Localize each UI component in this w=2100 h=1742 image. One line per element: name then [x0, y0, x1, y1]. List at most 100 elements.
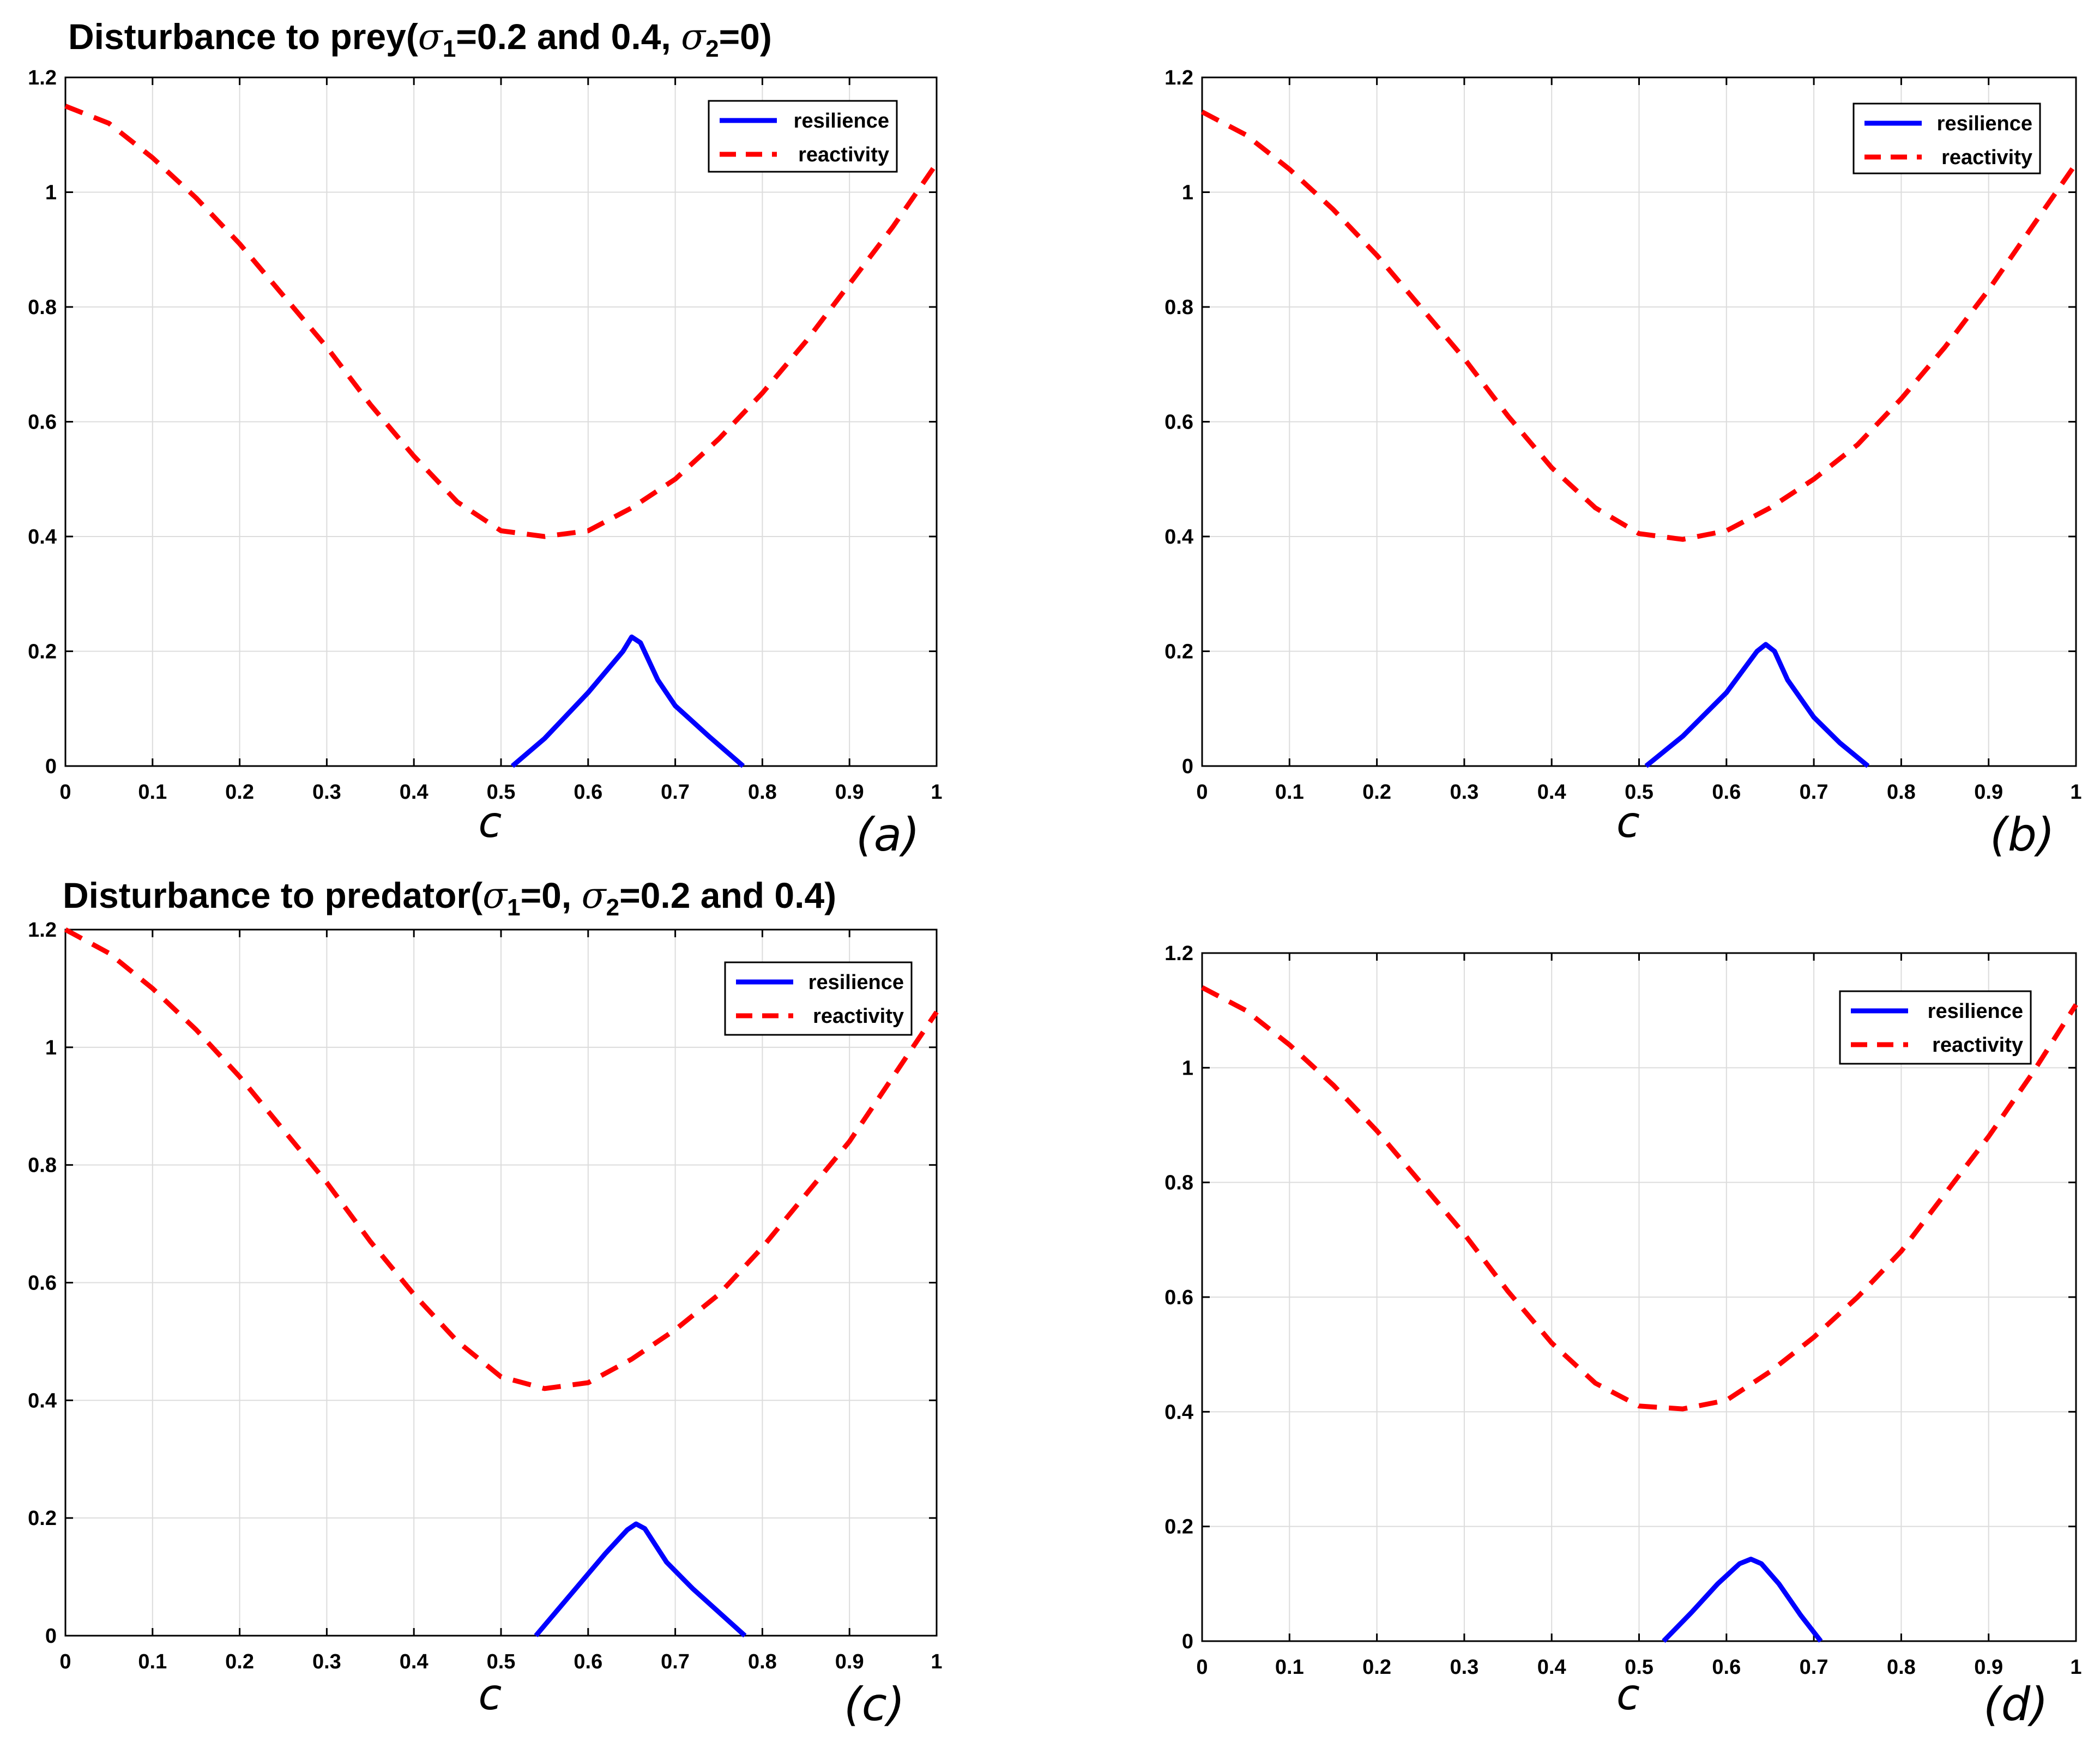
x-tick-label: 1 [931, 1650, 942, 1673]
legend-box [724, 961, 913, 1036]
x-tick-label: 0.9 [835, 1650, 864, 1673]
x-tick-label: 0.9 [1974, 1656, 2003, 1679]
x-tick-label: 0.3 [312, 781, 341, 804]
legend-box [708, 100, 898, 173]
x-tick-label: 0.2 [1362, 781, 1391, 804]
x-tick-label: 0 [59, 781, 71, 804]
x-tick-label: 0.4 [1537, 781, 1566, 804]
x-tick-label: 0.8 [1887, 781, 1916, 804]
series-reactivity-line [1200, 110, 2078, 542]
chart-panel-4: 0 0.1 0.2 0.3 0.4 0.5 0.6 0.7 0.8 0.9 1 0 0.2 0.4 0.6 0… [1164, 942, 2081, 1731]
y-tick-label: 0.2 [28, 641, 57, 664]
series-resilience-line [1662, 1557, 1823, 1643]
y-tick-label: 0.6 [28, 1272, 57, 1295]
x-tick-label: 1 [931, 781, 942, 804]
x-tick-label: 0.1 [1275, 1656, 1304, 1679]
x-tick-label: 0.6 [574, 781, 602, 804]
series-resilience-line [1644, 642, 1870, 768]
y-tick-label: 0.4 [28, 526, 57, 548]
series-resilience-line [534, 1521, 747, 1638]
legend-box [1852, 103, 2041, 174]
legend-resilience-label: resilience [1937, 112, 2032, 135]
x-axis-label: c [479, 798, 502, 847]
y-tick-label: 0.2 [28, 1507, 57, 1530]
x-tick-label: 0.6 [574, 1650, 602, 1673]
y-tick-label: 0.8 [28, 1154, 57, 1177]
x-tick-label: 0.7 [661, 781, 690, 804]
y-tick-label: 1 [45, 182, 57, 204]
y-tick-label: 0.6 [1164, 411, 1193, 434]
chart-panel-2: 0 0.1 0.2 0.3 0.4 0.5 0.6 0.7 0.8 0.9 1 0 0.2 0.4 0.6 0… [1164, 67, 2081, 861]
y-tick-label: 0.8 [28, 296, 57, 319]
x-tick-label: 0.4 [400, 781, 429, 804]
series-resilience-line [510, 634, 745, 768]
y-tick-label: 1.2 [28, 67, 57, 89]
y-tick-label: 0 [1182, 755, 1193, 778]
chart-panel-3: 0 0.1 0.2 0.3 0.4 0.5 0.6 0.7 0.8 0.9 1 0 0.2 0.4 0.6 0… [28, 919, 942, 1731]
row-title-predator: Disturbance to predator(σ1=0, σ2=0.2 and… [63, 875, 836, 921]
legend-reactivity-label: reactivity [798, 143, 889, 166]
x-tick-label: 0.9 [835, 781, 864, 804]
panel-label: (d) [1983, 1678, 2048, 1731]
y-tick-label: 0.6 [28, 411, 57, 434]
x-tick-label: 0.5 [487, 1650, 516, 1673]
x-tick-label: 0 [59, 1650, 71, 1673]
x-tick-label: 0.8 [1887, 1656, 1916, 1679]
y-tick-label: 1.2 [1164, 942, 1193, 965]
legend-reactivity-label: reactivity [1941, 146, 2032, 169]
x-tick-label: 0.4 [1537, 1656, 1566, 1679]
y-tick-label: 0 [1182, 1630, 1193, 1653]
x-tick-label: 0.2 [225, 1650, 254, 1673]
y-tick-label: 0 [45, 755, 57, 778]
chart-panel-1: 0 0.1 0.2 0.3 0.4 0.5 0.6 0.7 0.8 0.9 1 0 0.2 0.4 0.6 0… [28, 67, 942, 861]
series-reactivity-line [1200, 985, 2078, 1412]
legend-reactivity-label: reactivity [813, 1005, 904, 1028]
x-tick-label: 0.5 [1625, 781, 1654, 804]
legend-resilience-label: resilience [794, 110, 889, 132]
x-tick-label: 0 [1196, 1656, 1208, 1679]
y-tick-label: 0.4 [1164, 1401, 1193, 1424]
x-tick-label: 0.6 [1712, 781, 1741, 804]
x-tick-label: 0.8 [748, 1650, 777, 1673]
x-tick-label: 0 [1196, 781, 1208, 804]
x-axis-label: c [479, 1671, 502, 1720]
x-tick-label: 0.3 [312, 1650, 341, 1673]
x-tick-label: 0.1 [138, 781, 167, 804]
x-tick-label: 1 [2070, 1656, 2081, 1679]
x-tick-label: 0.4 [400, 1650, 429, 1673]
legend-resilience-label: resilience [808, 971, 904, 994]
x-tick-label: 0.7 [1800, 781, 1829, 804]
y-tick-label: 0.8 [1164, 296, 1193, 319]
x-tick-label: 0.3 [1450, 781, 1479, 804]
x-tick-label: 0.2 [225, 781, 254, 804]
panel-label: (c) [844, 1678, 905, 1731]
y-tick-label: 0.6 [1164, 1286, 1193, 1309]
y-tick-label: 1 [1182, 182, 1193, 204]
x-axis-label: c [1616, 1671, 1640, 1720]
x-tick-label: 0.7 [1800, 1656, 1829, 1679]
y-tick-label: 1 [1182, 1057, 1193, 1080]
x-tick-label: 0.7 [661, 1650, 690, 1673]
panel-label: (b) [1990, 808, 2055, 861]
y-tick-label: 0.8 [1164, 1172, 1193, 1195]
y-tick-label: 1 [45, 1036, 57, 1059]
y-tick-label: 1.2 [1164, 67, 1193, 89]
y-tick-label: 0 [45, 1625, 57, 1648]
panel-label: (a) [856, 808, 920, 861]
x-tick-label: 0.9 [1974, 781, 2003, 804]
series-reactivity-line [64, 104, 939, 539]
y-tick-label: 1.2 [28, 919, 57, 942]
x-tick-label: 1 [2070, 781, 2081, 804]
y-tick-label: 0.2 [1164, 1516, 1193, 1539]
x-axis-label: c [1616, 798, 1640, 847]
x-tick-label: 0.5 [1625, 1656, 1654, 1679]
x-tick-label: 0.8 [748, 781, 777, 804]
x-tick-label: 0.5 [487, 781, 516, 804]
legend-resilience-label: resilience [1928, 1000, 2023, 1023]
x-tick-label: 0.1 [1275, 781, 1304, 804]
y-tick-label: 0.4 [1164, 526, 1193, 548]
y-tick-label: 0.4 [28, 1389, 57, 1412]
legend-box [1839, 990, 2032, 1065]
x-tick-label: 0.6 [1712, 1656, 1741, 1679]
